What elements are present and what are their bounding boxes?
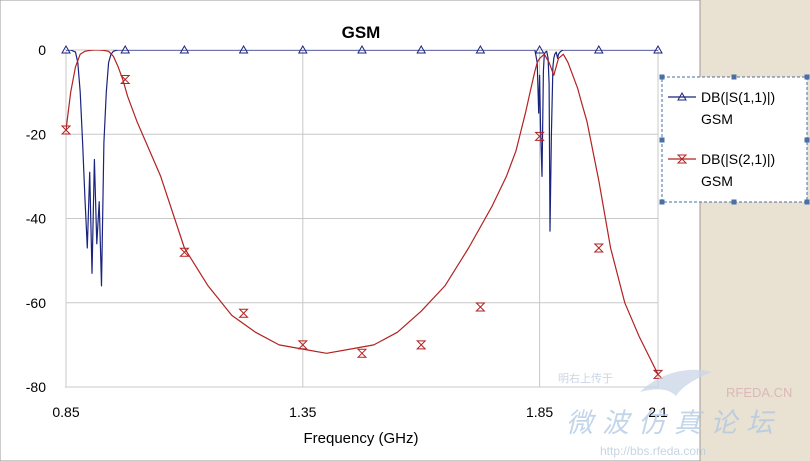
resize-handle[interactable] xyxy=(659,137,665,143)
s21-marker xyxy=(534,131,545,141)
resize-handle[interactable] xyxy=(731,74,737,80)
watermark-chinese-title: 微波仿真论坛 xyxy=(566,408,782,438)
s11-marker xyxy=(120,44,131,54)
chart-title: GSM xyxy=(342,23,381,42)
watermark-small-text: 明右上传于 xyxy=(558,371,613,385)
legend-label: GSM xyxy=(701,111,733,127)
x-axis-label: Frequency (GHz) xyxy=(303,430,418,447)
x-tick-label: 0.85 xyxy=(52,404,79,420)
resize-handle[interactable] xyxy=(804,137,810,143)
s11-marker xyxy=(238,44,249,54)
s11-marker xyxy=(297,44,308,54)
resize-handle[interactable] xyxy=(804,74,810,80)
legend-triangle-marker-icon xyxy=(677,91,687,101)
legend-label: GSM xyxy=(701,173,733,189)
legend[interactable]: DB(|S(1,1)|) GSM DB(|S(2,1)|) GSM xyxy=(659,74,810,205)
s11-marker xyxy=(534,44,545,54)
s21-marker xyxy=(475,302,486,312)
s21-marker xyxy=(60,125,72,135)
watermark: 明右上传于 RFEDA.CN 微波仿真论坛 http://bbs.rfeda.c… xyxy=(558,369,792,458)
legend-label: DB(|S(1,1)|) xyxy=(701,89,775,105)
s11-marker xyxy=(653,44,663,54)
x-tick-label: 1.35 xyxy=(289,404,316,420)
s21-marker xyxy=(119,74,131,84)
s21-marker xyxy=(297,340,309,350)
eagle-logo-icon xyxy=(640,369,712,396)
s11-marker xyxy=(179,44,190,54)
resize-handle[interactable] xyxy=(804,199,810,205)
legend-selection-handles[interactable] xyxy=(659,74,810,205)
s21-marker xyxy=(179,247,190,257)
s11-marker xyxy=(61,44,71,54)
s11-marker xyxy=(416,44,427,54)
x-tick-label: 2.1 xyxy=(648,404,668,420)
resize-handle[interactable] xyxy=(731,199,737,205)
y-tick-label: -80 xyxy=(26,379,46,395)
y-tick-label: -40 xyxy=(26,211,46,227)
s21-marker xyxy=(652,369,664,379)
axis-ticks: 0.85 1.35 1.85 2.1 0 -20 -40 -60 -80 xyxy=(26,42,668,420)
s21-marker xyxy=(356,348,368,358)
s21-marker xyxy=(593,243,605,253)
legend-label: DB(|S(2,1)|) xyxy=(701,151,775,167)
legend-hourglass-marker-icon xyxy=(676,154,688,164)
series-layer xyxy=(66,50,658,375)
plot-panel-border xyxy=(0,0,701,461)
y-tick-label: 0 xyxy=(38,42,46,58)
markers-layer xyxy=(60,44,664,379)
y-tick-label: -20 xyxy=(26,126,46,142)
legend-items: DB(|S(1,1)|) GSM DB(|S(2,1)|) GSM xyxy=(668,89,775,189)
s21-marker xyxy=(238,308,249,318)
series-line-1 xyxy=(66,50,658,287)
x-tick-label: 1.85 xyxy=(526,404,553,420)
resize-handle[interactable] xyxy=(659,199,665,205)
s11-marker xyxy=(593,44,604,54)
s11-marker xyxy=(357,44,367,54)
s21-marker xyxy=(415,340,427,350)
y-tick-label: -60 xyxy=(26,295,46,311)
resize-handle[interactable] xyxy=(659,74,665,80)
s11-marker xyxy=(475,44,486,54)
watermark-brand: RFEDA.CN xyxy=(726,385,792,400)
watermark-url: http://bbs.rfeda.com xyxy=(600,444,706,458)
series-line-2 xyxy=(66,50,658,375)
